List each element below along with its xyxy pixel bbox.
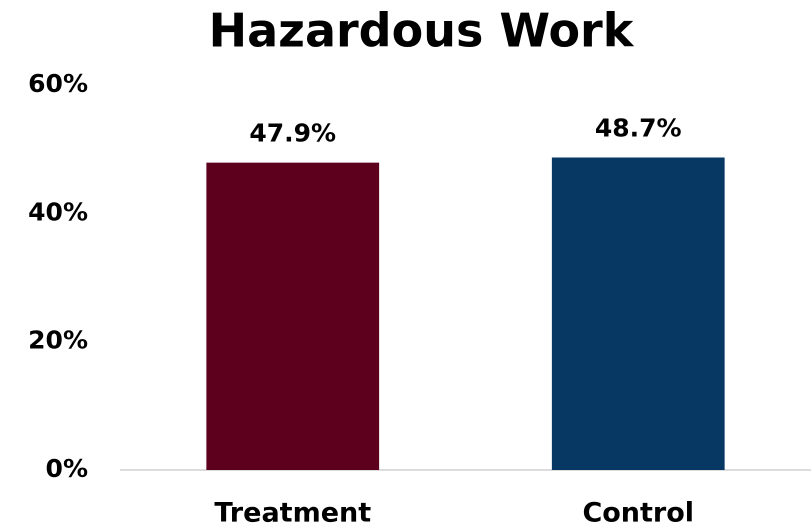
x-tick-label: Treatment xyxy=(214,498,371,529)
bar xyxy=(551,157,725,470)
y-tick-label: 20% xyxy=(28,326,88,355)
data-label: 48.7% xyxy=(595,114,682,143)
bar xyxy=(206,162,380,470)
y-tick-label: 0% xyxy=(46,454,88,483)
y-tick-label: 60% xyxy=(28,69,88,98)
chart-title: Hazardous Work xyxy=(209,4,635,58)
y-tick-label: 40% xyxy=(28,197,88,226)
data-label: 47.9% xyxy=(249,119,336,148)
x-tick-label: Control xyxy=(582,498,694,529)
